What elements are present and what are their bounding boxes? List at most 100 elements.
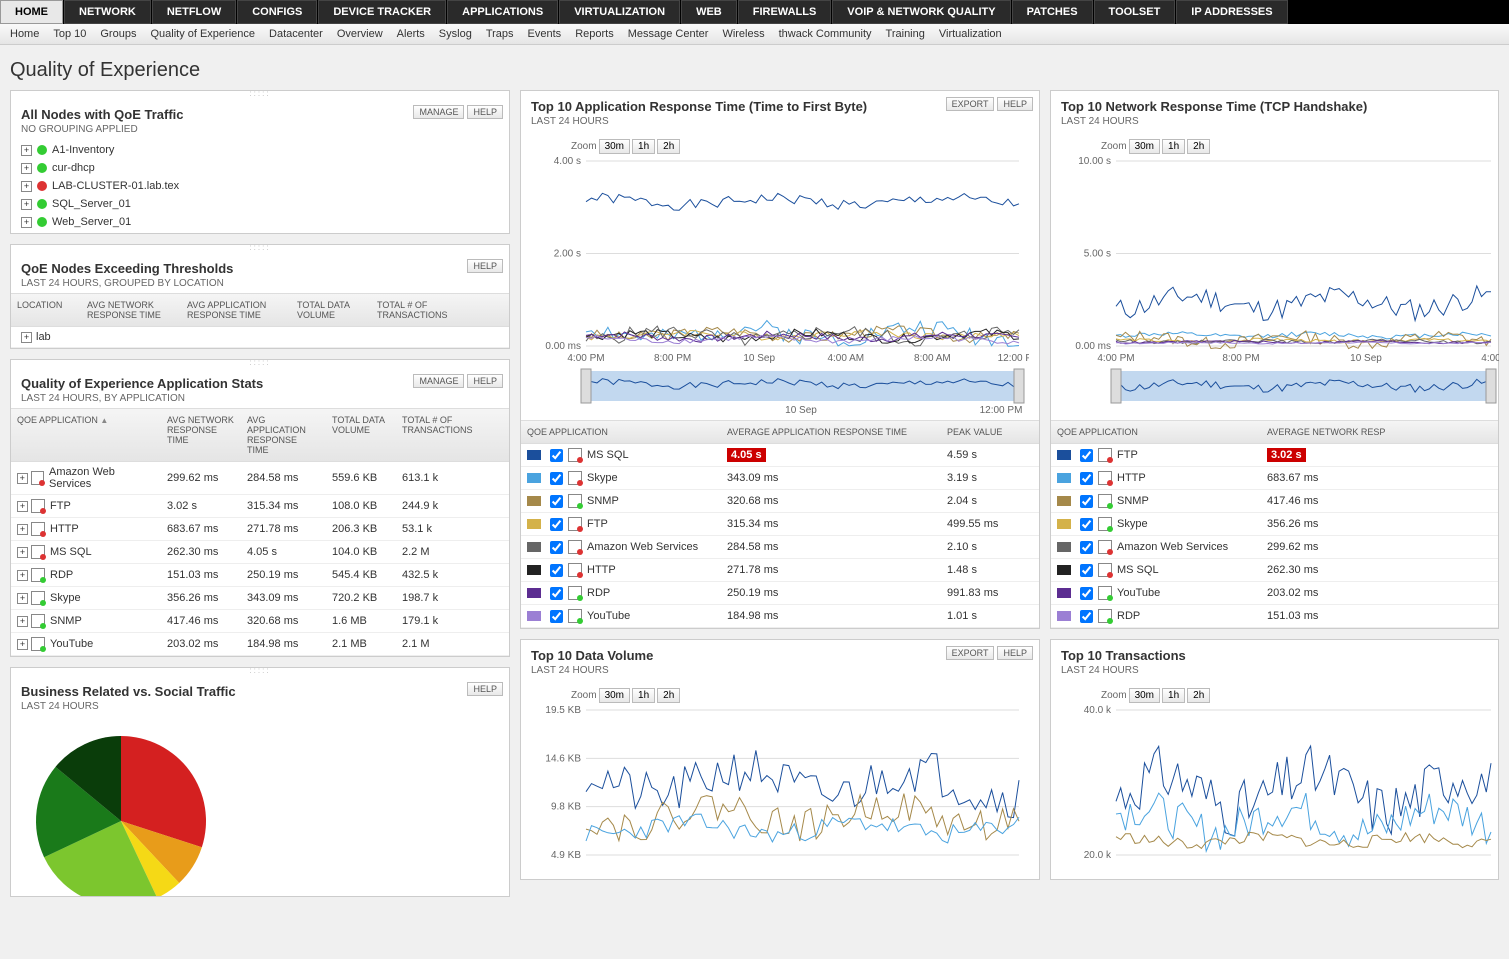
column-header[interactable]: AVG NETWORK RESPONSE TIME [161,413,241,457]
app-name[interactable]: RDP [1117,610,1140,622]
series-checkbox[interactable] [1080,541,1093,554]
nav-tab-toolset[interactable]: TOOLSET [1094,0,1176,24]
subnav-datacenter[interactable]: Datacenter [269,28,323,40]
expand-icon[interactable]: + [21,217,32,228]
zoom-2h[interactable]: 2h [657,139,680,154]
series-checkbox[interactable] [1080,449,1093,462]
nav-tab-voip-network-quality[interactable]: VOIP & NETWORK QUALITY [832,0,1010,24]
column-header[interactable]: AVERAGE NETWORK RESP [1261,425,1441,439]
subnav-groups[interactable]: Groups [100,28,136,40]
manage-button[interactable]: MANAGE [413,374,464,388]
app-name[interactable]: YouTube [1117,587,1160,599]
nav-tab-configs[interactable]: CONFIGS [237,0,317,24]
subnav-alerts[interactable]: Alerts [397,28,425,40]
app-name[interactable]: YouTube [587,610,630,622]
app-name[interactable]: Skype [587,472,618,484]
subnav-events[interactable]: Events [528,28,562,40]
app-name[interactable]: FTP [50,500,71,512]
subnav-traps[interactable]: Traps [486,28,514,40]
node-row[interactable]: +A1-Inventory [11,141,509,159]
nav-tab-virtualization[interactable]: VIRTUALIZATION [559,0,680,24]
app-name[interactable]: RDP [587,587,610,599]
expand-icon[interactable]: + [17,616,28,627]
expand-icon[interactable]: + [17,547,28,558]
app-name[interactable]: Amazon Web Services [49,466,155,490]
app-name[interactable]: Skype [1117,518,1148,530]
zoom-1h[interactable]: 1h [1162,139,1185,154]
nav-tab-applications[interactable]: APPLICATIONS [447,0,558,24]
expand-icon[interactable]: + [21,199,32,210]
nav-tab-ip-addresses[interactable]: IP ADDRESSES [1176,0,1287,24]
series-checkbox[interactable] [1080,610,1093,623]
series-checkbox[interactable] [1080,495,1093,508]
zoom-1h[interactable]: 1h [1162,688,1185,703]
zoom-1h[interactable]: 1h [632,688,655,703]
series-checkbox[interactable] [1080,564,1093,577]
nav-tab-web[interactable]: WEB [681,0,737,24]
expand-icon[interactable]: + [17,524,28,535]
app-name[interactable]: RDP [50,569,73,581]
export-button[interactable]: EXPORT [946,97,995,111]
zoom-2h[interactable]: 2h [1187,688,1210,703]
app-name[interactable]: YouTube [50,638,93,650]
node-row[interactable]: +LAB-CLUSTER-01.lab.tex [11,177,509,195]
subnav-syslog[interactable]: Syslog [439,28,472,40]
expand-icon[interactable]: + [21,181,32,192]
nav-tab-home[interactable]: HOME [0,0,63,24]
subnav-reports[interactable]: Reports [575,28,614,40]
subnav-training[interactable]: Training [886,28,925,40]
series-checkbox[interactable] [550,495,563,508]
help-button[interactable]: HELP [467,105,503,119]
column-header[interactable]: QOE APPLICATION ▲ [11,413,161,457]
column-header[interactable]: AVERAGE APPLICATION RESPONSE TIME [721,425,941,439]
app-name[interactable]: MS SQL [1117,564,1159,576]
app-name[interactable]: Amazon Web Services [587,541,698,553]
zoom-2h[interactable]: 2h [657,688,680,703]
app-name[interactable]: Amazon Web Services [1117,541,1228,553]
subnav-virtualization[interactable]: Virtualization [939,28,1002,40]
subnav-home[interactable]: Home [10,28,39,40]
app-name[interactable]: HTTP [50,523,79,535]
app-name[interactable]: HTTP [1117,472,1146,484]
help-button[interactable]: HELP [467,259,503,273]
column-header[interactable]: QOE APPLICATION [1051,425,1261,439]
drag-grip-icon[interactable]: ::::: [11,668,509,676]
expand-icon[interactable]: + [21,163,32,174]
manage-button[interactable]: MANAGE [413,105,464,119]
drag-grip-icon[interactable]: ::::: [11,245,509,253]
help-button[interactable]: HELP [467,682,503,696]
node-row[interactable]: +SQL_Server_01 [11,195,509,213]
drag-grip-icon[interactable]: ::::: [11,360,509,368]
column-header[interactable]: AVG NETWORK RESPONSE TIME [81,298,181,322]
column-header[interactable]: QOE APPLICATION [521,425,721,439]
node-row[interactable]: +Web_Server_01 [11,213,509,231]
expand-icon[interactable]: + [17,570,28,581]
nav-tab-device-tracker[interactable]: DEVICE TRACKER [318,0,446,24]
nav-tab-firewalls[interactable]: FIREWALLS [738,0,832,24]
series-checkbox[interactable] [550,564,563,577]
app-name[interactable]: SNMP [587,495,619,507]
expand-icon[interactable]: + [17,639,28,650]
zoom-30m[interactable]: 30m [599,688,630,703]
nav-tab-network[interactable]: NETWORK [64,0,151,24]
app-name[interactable]: MS SQL [50,546,92,558]
series-checkbox[interactable] [550,449,563,462]
nav-tab-netflow[interactable]: NETFLOW [152,0,236,24]
app-name[interactable]: FTP [1117,449,1138,461]
series-checkbox[interactable] [550,541,563,554]
zoom-30m[interactable]: 30m [1129,688,1160,703]
subnav-quality-of-experience[interactable]: Quality of Experience [150,28,255,40]
nav-tab-patches[interactable]: PATCHES [1012,0,1093,24]
zoom-30m[interactable]: 30m [1129,139,1160,154]
column-header[interactable]: TOTAL DATA VOLUME [291,298,371,322]
app-name[interactable]: SNMP [1117,495,1149,507]
app-name[interactable]: MS SQL [587,449,629,461]
column-header[interactable]: LOCATION [11,298,81,322]
zoom-1h[interactable]: 1h [632,139,655,154]
column-header[interactable]: TOTAL # OF TRANSACTIONS [396,413,481,457]
help-button[interactable]: HELP [997,646,1033,660]
series-checkbox[interactable] [550,587,563,600]
app-name[interactable]: HTTP [587,564,616,576]
subnav-thwack-community[interactable]: thwack Community [779,28,872,40]
zoom-2h[interactable]: 2h [1187,139,1210,154]
